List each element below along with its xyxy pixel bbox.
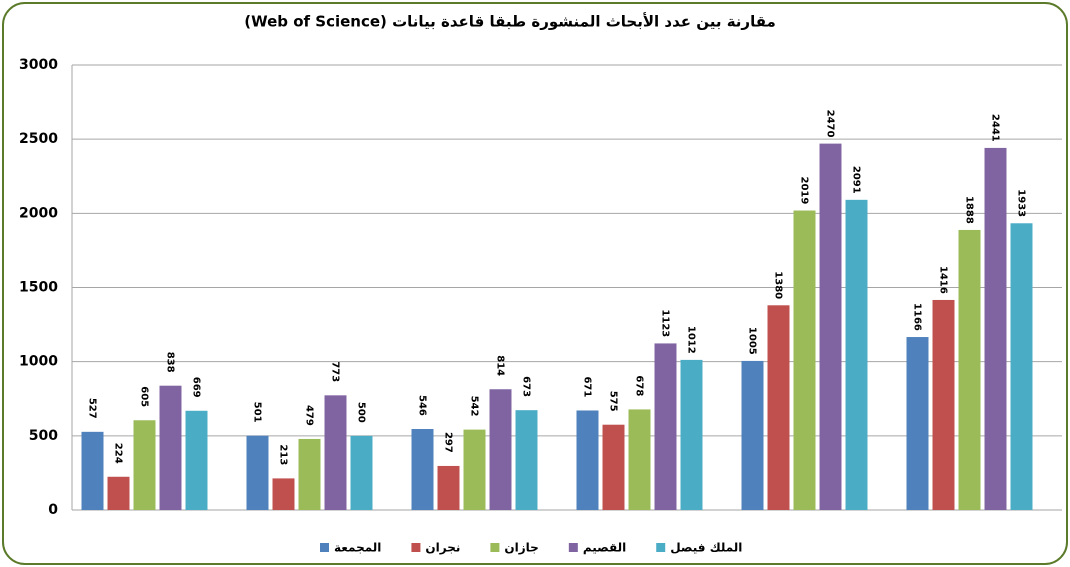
legend-swatch <box>411 543 421 552</box>
bar <box>463 429 486 510</box>
value-label: 814 <box>495 355 506 376</box>
value-label: 546 <box>417 395 428 416</box>
bar <box>133 420 156 510</box>
bar <box>489 389 512 510</box>
bar <box>159 385 182 510</box>
legend-label: القصيم <box>583 541 626 555</box>
value-label: 479 <box>304 405 315 426</box>
bar <box>958 229 981 511</box>
value-label: 1123 <box>660 309 671 337</box>
bar <box>185 410 208 510</box>
bar <box>437 465 460 510</box>
value-label: 838 <box>165 352 176 373</box>
value-label: 1416 <box>938 266 949 294</box>
bar <box>272 478 295 510</box>
value-label: 2441 <box>990 114 1001 142</box>
value-label: 678 <box>634 375 645 396</box>
value-label: 669 <box>191 377 202 398</box>
value-label: 500 <box>356 402 367 423</box>
value-label: 527 <box>87 398 98 419</box>
y-tick-label: 3000 <box>19 57 58 73</box>
legend-label: المجمعة <box>334 541 381 555</box>
legend-swatch <box>568 543 578 552</box>
value-label: 2019 <box>799 177 810 205</box>
value-label: 2091 <box>851 166 862 194</box>
value-label: 1012 <box>686 326 697 354</box>
bar <box>350 435 373 510</box>
value-label: 501 <box>252 402 263 423</box>
legend-swatch <box>320 543 329 552</box>
y-tick-label: 1500 <box>19 280 58 296</box>
value-label: 1380 <box>773 271 784 299</box>
bar <box>767 305 790 510</box>
bar <box>628 409 651 510</box>
legend-label: جازان <box>504 541 538 555</box>
y-tick-label: 2000 <box>19 205 58 221</box>
bar <box>741 360 764 510</box>
value-label: 1005 <box>747 327 758 355</box>
value-label: 1888 <box>964 196 975 224</box>
bar <box>984 147 1007 510</box>
legend-swatch <box>656 543 666 552</box>
y-tick-label: 0 <box>48 502 58 518</box>
legend-label: الملك فيصل <box>670 541 742 555</box>
value-label: 542 <box>469 396 480 417</box>
value-label: 1933 <box>1016 189 1027 217</box>
bar <box>411 429 434 510</box>
value-label: 673 <box>521 376 532 397</box>
bar <box>1010 223 1033 510</box>
legend-label: نجران <box>425 541 460 555</box>
value-label: 297 <box>443 432 454 453</box>
bar <box>819 143 842 510</box>
value-label: 1166 <box>912 303 923 331</box>
bar <box>793 210 816 510</box>
bar <box>324 395 347 510</box>
bar <box>845 199 868 510</box>
bar <box>515 410 538 510</box>
value-label: 213 <box>278 444 289 465</box>
value-label: 2470 <box>825 110 836 138</box>
y-tick-label: 1000 <box>19 354 58 370</box>
value-label: 224 <box>113 443 124 464</box>
bar <box>906 337 929 510</box>
bar <box>246 435 269 510</box>
bar <box>81 431 104 510</box>
bar <box>576 410 599 510</box>
legend-swatch <box>490 543 500 552</box>
chart-title: مقارنة بين عدد الأبحاث المنشورة طبقا قاع… <box>244 13 776 31</box>
y-tick-label: 2500 <box>19 131 58 147</box>
bar <box>932 299 955 510</box>
value-label: 671 <box>582 376 593 397</box>
bar <box>680 359 703 510</box>
bar <box>602 424 625 510</box>
value-label: 575 <box>608 391 619 412</box>
value-label: 605 <box>139 386 150 407</box>
bar <box>107 476 130 510</box>
bar <box>298 438 321 510</box>
value-label: 773 <box>330 361 341 382</box>
bar <box>654 343 677 510</box>
y-tick-label: 500 <box>29 428 58 444</box>
